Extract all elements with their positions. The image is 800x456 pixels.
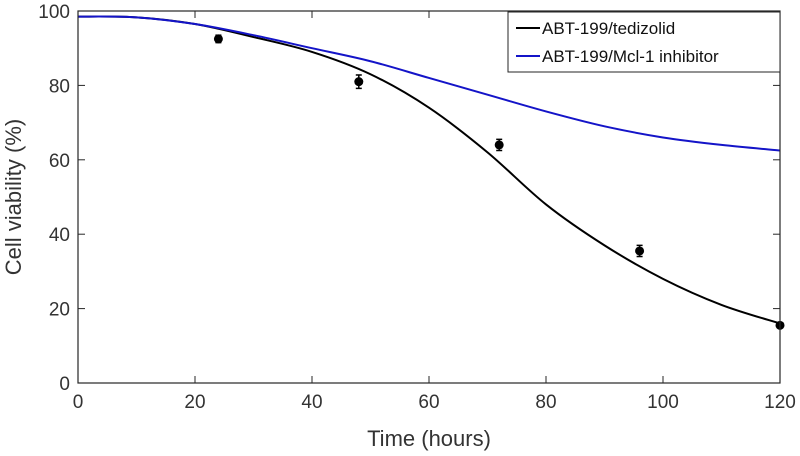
y-tick-label: 0 (59, 374, 70, 395)
x-tick-label: 20 (184, 392, 205, 413)
series-line-1 (77, 15, 781, 152)
y-tick-label: 80 (49, 76, 70, 97)
ticks-layer: 0 20 40 60 80 100 120 0 20 40 60 80 100 (38, 2, 796, 413)
marker-layer (213, 34, 785, 330)
x-tick-label: 120 (764, 392, 796, 413)
data-point (635, 246, 645, 256)
legend-label-mcl1-inhibitor: ABT-199/Mcl-1 inhibitor (542, 47, 719, 66)
x-tick-label: 60 (418, 392, 439, 413)
y-axis-label: Cell viability (%) (1, 119, 26, 275)
y-tick-label: 40 (49, 225, 70, 246)
y-tick-label: 60 (49, 151, 70, 172)
legend: ABT-199/tedizolid ABT-199/Mcl-1 inhibito… (507, 11, 781, 73)
legend-box (507, 11, 781, 73)
x-tick-label: 0 (73, 392, 84, 413)
y-tick-label: 20 (49, 300, 70, 321)
plot-area-frame (77, 10, 781, 384)
y-tick-label: 100 (38, 2, 70, 23)
legend-label-tedizolid: ABT-199/tedizolid (542, 19, 675, 38)
data-point (213, 34, 223, 44)
x-tick-label: 40 (301, 392, 322, 413)
x-axis-label: Time (hours) (367, 426, 491, 451)
data-point (494, 140, 504, 150)
x-tick-label: 100 (647, 392, 679, 413)
x-tick-label: 80 (535, 392, 556, 413)
data-point (354, 77, 364, 87)
series-layer (77, 15, 781, 325)
